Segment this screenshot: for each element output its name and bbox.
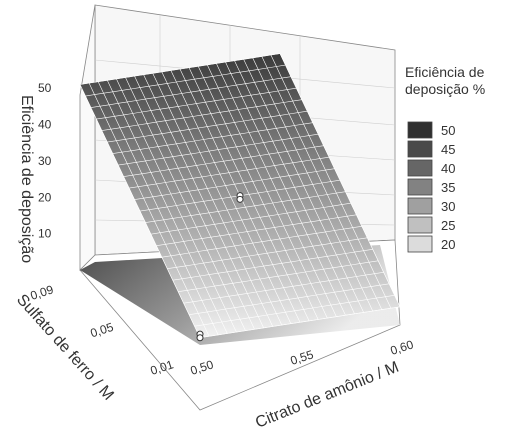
legend-swatch — [407, 140, 433, 158]
z-tick-label: 10 — [38, 227, 52, 241]
legend-swatch — [407, 197, 433, 215]
z-tick-label: 50 — [38, 81, 52, 95]
x-tick-label: 0,50 — [189, 357, 216, 378]
x-tick-label: 0,55 — [289, 347, 316, 368]
data-point — [196, 334, 204, 342]
legend-swatch — [407, 178, 433, 196]
legend-swatch — [407, 159, 433, 177]
data-points — [196, 192, 244, 342]
legend-label: 45 — [441, 142, 455, 157]
mesh-line-y — [145, 191, 346, 223]
mesh-line-y — [167, 237, 368, 269]
mesh-line-y — [112, 122, 313, 154]
y-tick-label: 0,09 — [29, 282, 56, 303]
x-tick-label: 0,60 — [389, 337, 416, 358]
z-tick-label: 30 — [38, 154, 52, 168]
y-tick-label: 0,01 — [149, 357, 176, 378]
mesh-line-y — [194, 295, 395, 327]
mesh-line-y — [85, 64, 286, 97]
mesh-line-y — [199, 306, 401, 338]
mesh-line-y — [90, 76, 291, 108]
x-axis-ticks: 0,50 0,55 0,60 — [189, 337, 416, 378]
legend-swatch — [407, 216, 433, 234]
mesh-line-y — [107, 110, 308, 143]
y-tick-label: 0,05 — [89, 320, 116, 341]
mesh-line-y — [96, 87, 297, 120]
mesh-line-y — [172, 249, 373, 281]
z-axis-ticks: 10 20 30 40 50 — [38, 81, 52, 240]
legend: Eficiência de deposição % 50 45 40 35 30 25 20 — [405, 64, 485, 253]
legend-label: 40 — [441, 161, 455, 176]
mesh-line-y — [178, 260, 379, 292]
legend-label: 25 — [441, 218, 455, 233]
left-wall — [79, 4, 96, 271]
legend-label: 50 — [441, 123, 455, 138]
legend-items: 50 45 40 35 30 25 20 — [407, 121, 455, 253]
legend-label: 35 — [441, 180, 455, 195]
legend-swatch — [407, 235, 433, 253]
mesh-line-y — [150, 202, 351, 235]
mesh-line-y — [118, 133, 319, 166]
legend-title-line-1: Eficiência de — [405, 64, 485, 80]
z-tick-label: 40 — [38, 118, 52, 132]
mesh-line-y — [161, 226, 362, 258]
surface-mesh — [79, 53, 401, 338]
mesh-line-y — [134, 168, 335, 200]
z-tick-label: 20 — [38, 190, 52, 204]
mesh-line-y — [189, 283, 390, 315]
y-axis-title: Sulfato de ferro / M — [13, 291, 117, 403]
z-axis-title: Eficiência de deposição — [18, 95, 35, 263]
mesh-line-y — [183, 272, 384, 304]
mesh-line-y — [156, 214, 357, 246]
mesh-line-y — [79, 53, 281, 85]
legend-label: 30 — [441, 199, 455, 214]
legend-label: 20 — [441, 237, 455, 252]
data-point — [236, 195, 244, 203]
mesh-line-y — [123, 145, 324, 177]
mesh-line-y — [101, 99, 302, 131]
legend-title-line-2: deposição % — [405, 81, 485, 97]
legend-swatch — [407, 121, 433, 139]
y-axis-ticks: 0,01 0,05 0,09 — [29, 282, 176, 378]
mesh-line-y — [129, 156, 330, 189]
